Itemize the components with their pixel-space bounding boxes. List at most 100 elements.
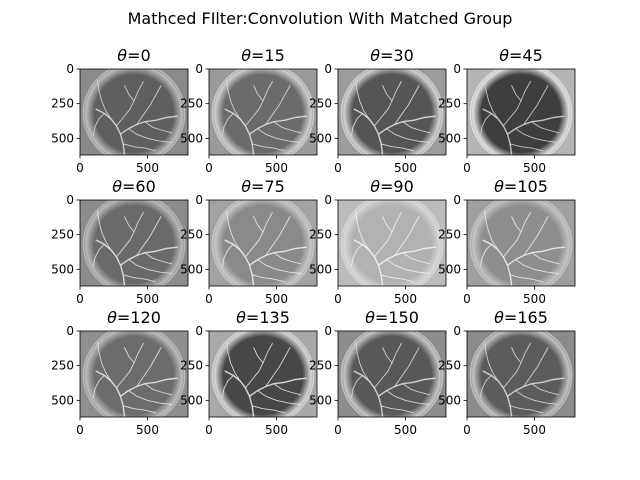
vessel-line (222, 374, 234, 399)
x-tick-label: 0 (205, 292, 213, 306)
vessel-line (251, 143, 286, 152)
axes-frame (79, 68, 189, 156)
vessel-line (122, 143, 157, 152)
panel-image (209, 200, 317, 286)
x-tick-label: 500 (394, 161, 417, 175)
panel-image (467, 200, 575, 286)
vessel-line (523, 85, 549, 125)
y-tick-label: 0 (66, 193, 74, 207)
x-tick-label: 500 (394, 423, 417, 437)
panel-theta-60: θ=60 0 250 500 0 500 (51, 177, 189, 306)
panel-theta-120: θ=120 0 250 500 0 500 (51, 308, 189, 437)
panel-title: θ=30 (370, 46, 414, 65)
vessel-line (222, 112, 234, 137)
axes-frame (208, 199, 318, 287)
panel-title: θ=60 (112, 177, 156, 196)
vessel-line (116, 343, 144, 389)
axes-frame (79, 330, 189, 418)
vessel-line (253, 216, 264, 233)
axes-frame (466, 199, 576, 287)
y-tick-label: 500 (180, 131, 203, 145)
y-tick-label: 0 (195, 62, 203, 76)
y-tick-label: 500 (309, 131, 332, 145)
vessel-line (394, 347, 420, 387)
axes-frame (337, 68, 447, 156)
figure-suptitle: Mathced FIlter:Convolution With Matched … (128, 9, 513, 28)
theta-symbol: θ (494, 308, 504, 327)
vessel-line (386, 259, 431, 274)
vessel-line (97, 79, 112, 120)
panel-title: θ=165 (494, 308, 548, 327)
axes-frame (466, 68, 576, 156)
vessel-line (97, 341, 112, 382)
x-tick-label: 0 (205, 423, 213, 437)
vessel-line (355, 341, 370, 382)
vessel-line (122, 274, 157, 283)
vessel-line (380, 274, 415, 283)
vessel-line (253, 347, 264, 364)
panel-title: θ=90 (370, 177, 414, 196)
vessel-line (122, 405, 157, 414)
x-tick-label: 500 (394, 292, 417, 306)
vessel-line (531, 252, 560, 265)
vessel-line (511, 347, 522, 364)
vessel-line (257, 259, 302, 274)
fundus-disc (82, 200, 186, 286)
y-tick-label: 500 (180, 393, 203, 407)
theta-value: =135 (246, 308, 290, 327)
vessel-line (351, 112, 363, 137)
vessel-line (222, 243, 234, 268)
vessel-line (265, 347, 291, 387)
vessel-line (257, 390, 302, 405)
vessel-line (515, 390, 560, 405)
fundus-disc (82, 331, 186, 417)
vessel-line (380, 405, 415, 414)
vessel-line (97, 210, 112, 251)
x-tick-label: 0 (76, 292, 84, 306)
x-tick-label: 500 (265, 292, 288, 306)
vessel-line (531, 121, 560, 134)
y-tick-label: 500 (51, 393, 74, 407)
x-tick-label: 0 (334, 423, 342, 437)
theta-value: =15 (251, 46, 285, 65)
theta-symbol: θ (236, 308, 246, 327)
y-tick-label: 0 (195, 193, 203, 207)
theta-symbol: θ (499, 46, 509, 65)
y-tick-label: 250 (180, 97, 203, 111)
vessel-line (244, 212, 273, 258)
panel-theta-75: θ=75 0 250 500 0 500 (180, 177, 318, 306)
vessel-line (144, 252, 173, 265)
vessel-line (382, 216, 393, 233)
theta-value: =30 (380, 46, 414, 65)
panel-title: θ=0 (117, 46, 150, 65)
theta-value: =75 (251, 177, 285, 196)
x-tick-label: 500 (265, 423, 288, 437)
theta-value: =0 (127, 46, 151, 65)
panel-theta-15: θ=15 0 250 500 0 500 (180, 46, 318, 175)
theta-symbol: θ (370, 46, 380, 65)
x-tick-label: 500 (136, 423, 159, 437)
y-tick-label: 500 (51, 262, 74, 276)
theta-value: =45 (509, 46, 543, 65)
vessel-line (509, 274, 544, 283)
vessel-line (144, 383, 173, 396)
vessel-line (124, 85, 135, 102)
vessel-line (128, 259, 173, 274)
vessel-line (128, 390, 173, 405)
vessel-line (480, 243, 492, 268)
panel-image (209, 69, 317, 155)
theta-value: =90 (380, 177, 414, 196)
y-tick-label: 250 (309, 359, 332, 373)
y-tick-label: 250 (180, 228, 203, 242)
vessel-line (373, 343, 402, 389)
vessel-line (351, 374, 363, 399)
vessel-line (136, 85, 162, 125)
vessel-line (509, 405, 544, 414)
theta-value: =150 (375, 308, 419, 327)
axes-frame (208, 68, 318, 156)
x-tick-label: 0 (463, 161, 471, 175)
vessel-line (523, 347, 549, 387)
theta-value: =60 (122, 177, 156, 196)
vessel-line (244, 343, 273, 389)
vessel-line (382, 347, 393, 364)
